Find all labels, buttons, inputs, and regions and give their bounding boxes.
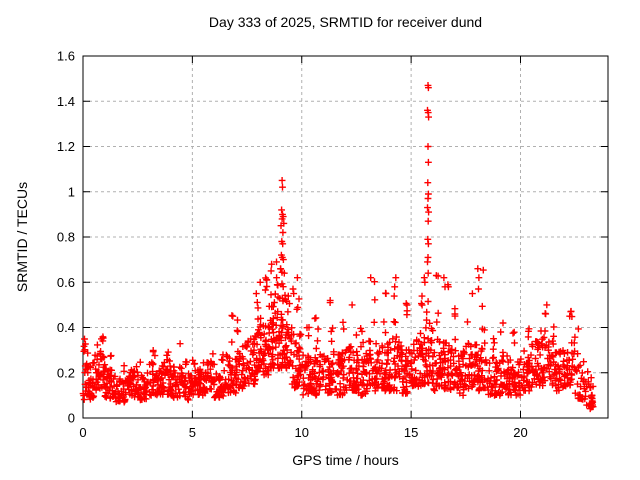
- svg-text:1.6: 1.6: [57, 49, 75, 64]
- tick-labels: 0 5 10 15 20 0 0.2 0.4 0.6 0.8 1 1.2 1.4 1.6: [57, 49, 528, 441]
- svg-text:0: 0: [79, 425, 86, 440]
- svg-text:0.6: 0.6: [57, 275, 75, 290]
- svg-text:15: 15: [404, 425, 418, 440]
- chart-title: Day 333 of 2025, SRMTID for receiver dun…: [208, 14, 483, 30]
- svg-text:1.4: 1.4: [57, 94, 75, 109]
- svg-text:0.2: 0.2: [57, 365, 75, 380]
- x-axis-label: GPS time / hours: [292, 452, 399, 468]
- svg-text:1.2: 1.2: [57, 139, 75, 154]
- svg-text:1: 1: [68, 184, 75, 199]
- scatter-points: [79, 82, 597, 413]
- svg-text:20: 20: [513, 425, 527, 440]
- svg-text:0: 0: [68, 411, 75, 426]
- axes-and-ticks: [82, 55, 609, 419]
- svg-text:5: 5: [189, 425, 196, 440]
- svg-text:10: 10: [295, 425, 309, 440]
- svg-text:0.4: 0.4: [57, 320, 75, 335]
- svg-text:0.8: 0.8: [57, 230, 75, 245]
